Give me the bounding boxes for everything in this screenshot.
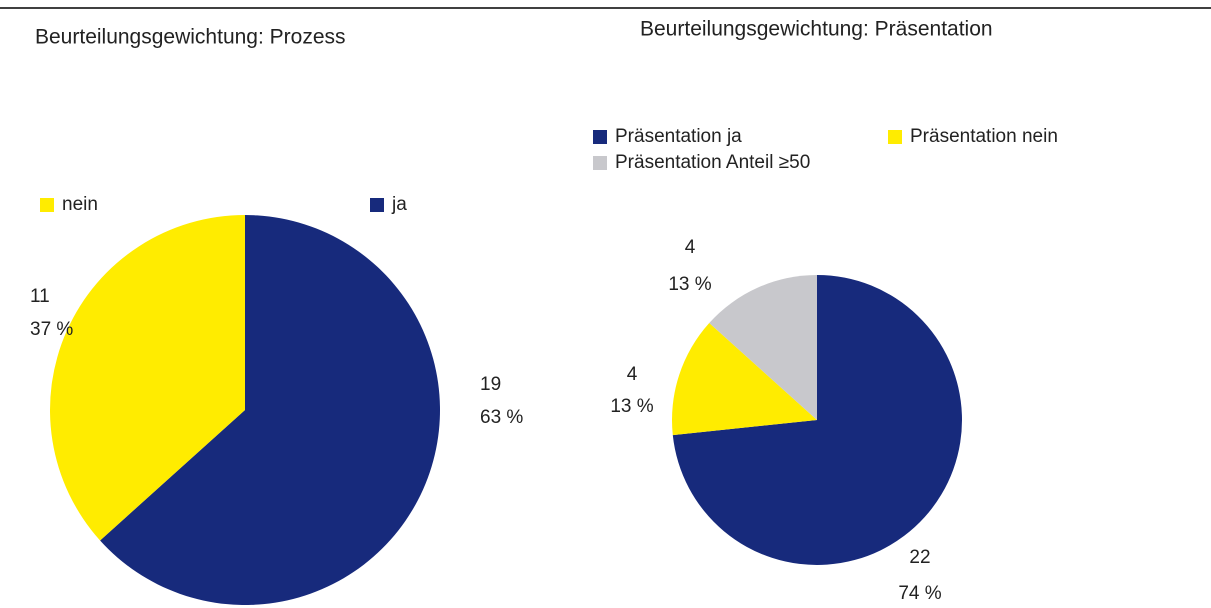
legend-swatch	[593, 156, 607, 170]
percent-label: 74 %	[898, 583, 941, 604]
legend-swatch	[40, 198, 54, 212]
value-label: 4	[627, 364, 638, 385]
pie-slice	[672, 275, 963, 565]
chart-title: Beurteilungsgewichtung: Präsentation	[640, 18, 993, 41]
value-label: 19	[480, 374, 501, 395]
value-label: 4	[685, 237, 696, 258]
pie-slice	[709, 275, 817, 420]
pie-slice	[49, 215, 245, 541]
percent-label: 13 %	[668, 274, 711, 295]
pie-slice	[100, 215, 440, 605]
legend-label: Präsentation nein	[910, 126, 1058, 147]
percent-label: 13 %	[610, 396, 653, 417]
percent-label: 63 %	[480, 407, 523, 428]
chart-title: Beurteilungsgewichtung: Prozess	[35, 26, 346, 49]
legend-swatch	[370, 198, 384, 212]
value-label: 22	[909, 547, 930, 568]
pie-slice	[672, 322, 817, 436]
legend-swatch	[888, 130, 902, 144]
percent-label: 37 %	[30, 319, 73, 340]
legend-label: nein	[62, 194, 98, 215]
value-label: 11	[30, 286, 50, 307]
legend-label: Präsentation ja	[615, 126, 742, 147]
legend-label: ja	[391, 194, 407, 215]
legend-swatch	[593, 130, 607, 144]
legend-label: Präsentation Anteil ≥50	[615, 152, 810, 173]
